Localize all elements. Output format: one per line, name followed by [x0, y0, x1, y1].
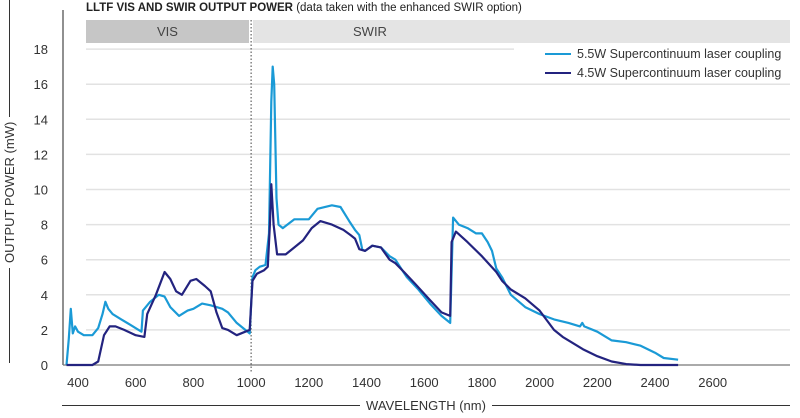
- vis-band-label: VIS: [157, 24, 178, 39]
- legend-item: 5.5W Supercontinuum laser coupling: [545, 44, 781, 63]
- legend-item: 4.5W Supercontinuum laser coupling: [545, 63, 781, 82]
- y-tick-label: 8: [41, 218, 48, 233]
- x-tick-label: 2000: [525, 375, 554, 390]
- y-axis-title-rule: [9, 268, 10, 363]
- y-tick-label: 2: [41, 323, 48, 338]
- y-axis-title-rule: [9, 0, 10, 117]
- legend-swatch: [545, 52, 571, 55]
- y-tick-label: 0: [41, 358, 48, 373]
- x-axis-title-rule: [62, 404, 361, 407]
- swir-band: SWIR: [253, 20, 790, 43]
- legend: 5.5W Supercontinuum laser coupling 4.5W …: [545, 44, 781, 82]
- series-line-5-5w: [65, 65, 679, 366]
- x-axis-title: WAVELENGTH (nm): [62, 398, 790, 413]
- y-tick-label: 16: [34, 77, 48, 92]
- x-tick-label: 400: [67, 375, 89, 390]
- x-tick-label: 1200: [294, 375, 323, 390]
- x-tick-label: 2200: [583, 375, 612, 390]
- swir-band-label: SWIR: [353, 24, 387, 39]
- y-tick-label: 10: [34, 183, 48, 198]
- vis-band: VIS: [86, 20, 249, 43]
- y-tick-label: 12: [34, 147, 48, 162]
- legend-label: 4.5W Supercontinuum laser coupling: [577, 65, 782, 80]
- x-tick-label: 2600: [698, 375, 727, 390]
- y-axis-title-text: OUTPUT POWER (mW): [2, 121, 17, 263]
- x-tick-label: 1400: [352, 375, 381, 390]
- chart-title: LLTF VIS AND SWIR OUTPUT POWER (data tak…: [86, 2, 522, 14]
- x-tick-label: 600: [125, 375, 147, 390]
- y-tick-label: 14: [34, 112, 48, 127]
- chart-title-note: (data taken with the enhanced SWIR optio…: [296, 2, 522, 14]
- y-tick-label: 4: [41, 288, 48, 303]
- y-tick-label: 6: [41, 253, 48, 268]
- x-tick-label: 1800: [467, 375, 496, 390]
- x-tick-label: 2400: [641, 375, 670, 390]
- series-line-4-5w: [66, 183, 679, 367]
- chart-title-bold: LLTF VIS AND SWIR OUTPUT POWER: [86, 2, 293, 14]
- x-tick-label: 1000: [237, 375, 266, 390]
- y-axis-title: OUTPUT POWER (mW): [2, 0, 17, 363]
- legend-label: 5.5W Supercontinuum laser coupling: [577, 46, 782, 61]
- x-tick-label: 800: [183, 375, 205, 390]
- y-tick-label: 18: [34, 42, 48, 57]
- x-axis-title-text: WAVELENGTH (nm): [366, 398, 486, 413]
- x-axis-title-rule: [491, 404, 790, 407]
- x-tick-label: 1600: [410, 375, 439, 390]
- legend-swatch: [545, 71, 571, 74]
